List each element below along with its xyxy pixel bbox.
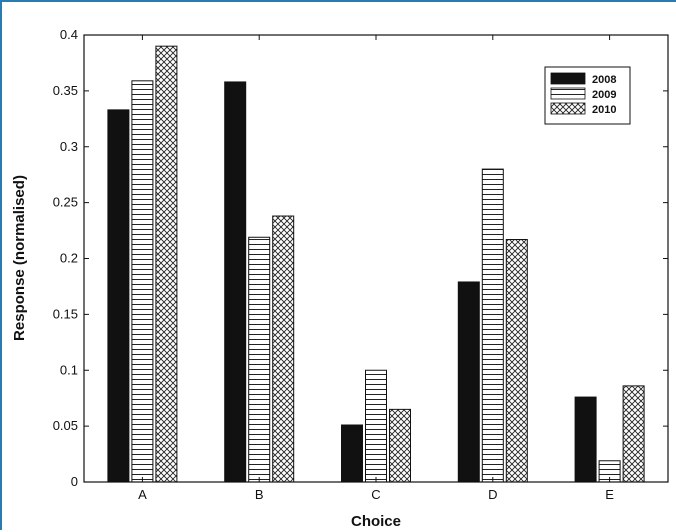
x-tick-label: A xyxy=(138,487,147,502)
x-tick-label: D xyxy=(488,487,497,502)
plot-area-border xyxy=(83,34,669,483)
y-tick-label: 0.25 xyxy=(53,195,78,210)
y-tick-label: 0 xyxy=(71,474,78,489)
y-tick-label: 0.4 xyxy=(60,27,78,42)
bar-2009-C xyxy=(365,369,387,483)
y-axis-title: Response (normalised) xyxy=(11,175,28,341)
bar-2010-A xyxy=(155,45,178,483)
y-tick-label: 0.3 xyxy=(60,139,78,154)
bar-2008-E xyxy=(574,396,597,483)
legend-label-2008: 2008 xyxy=(592,74,616,86)
bar-2010-D xyxy=(505,239,528,483)
y-tick-label: 0.05 xyxy=(53,418,78,433)
legend-label-2009: 2009 xyxy=(592,89,616,101)
y-tick-label: 0.2 xyxy=(60,251,78,266)
legend-label-2010: 2010 xyxy=(592,104,616,116)
legend-swatch-2010 xyxy=(550,102,586,115)
y-tick-label: 0.35 xyxy=(53,83,78,98)
legend-swatch-2008 xyxy=(550,72,586,85)
legend-swatch-2009 xyxy=(550,87,586,100)
x-tick-label: B xyxy=(255,487,264,502)
bars-group xyxy=(107,45,645,483)
bar-2010-E xyxy=(622,385,645,483)
x-axis-title: Choice xyxy=(351,513,401,530)
bar-2008-D xyxy=(457,281,480,483)
bar-2008-B xyxy=(224,81,247,483)
bar-2009-D xyxy=(481,168,504,483)
legend: 2008 2009 2010 xyxy=(544,66,631,125)
x-tick-label: C xyxy=(371,487,380,502)
bar-2008-C xyxy=(341,424,363,483)
x-axis: A B C D E xyxy=(138,35,614,502)
bar-2010-B xyxy=(272,215,295,483)
bar-2008-A xyxy=(107,109,130,483)
y-tick-label: 0.15 xyxy=(53,306,78,321)
bar-2009-A xyxy=(131,80,154,483)
x-tick-label: E xyxy=(605,487,614,502)
bar-2009-B xyxy=(248,236,271,483)
y-tick-label: 0.1 xyxy=(60,362,78,377)
bar-2010-C xyxy=(389,408,411,483)
